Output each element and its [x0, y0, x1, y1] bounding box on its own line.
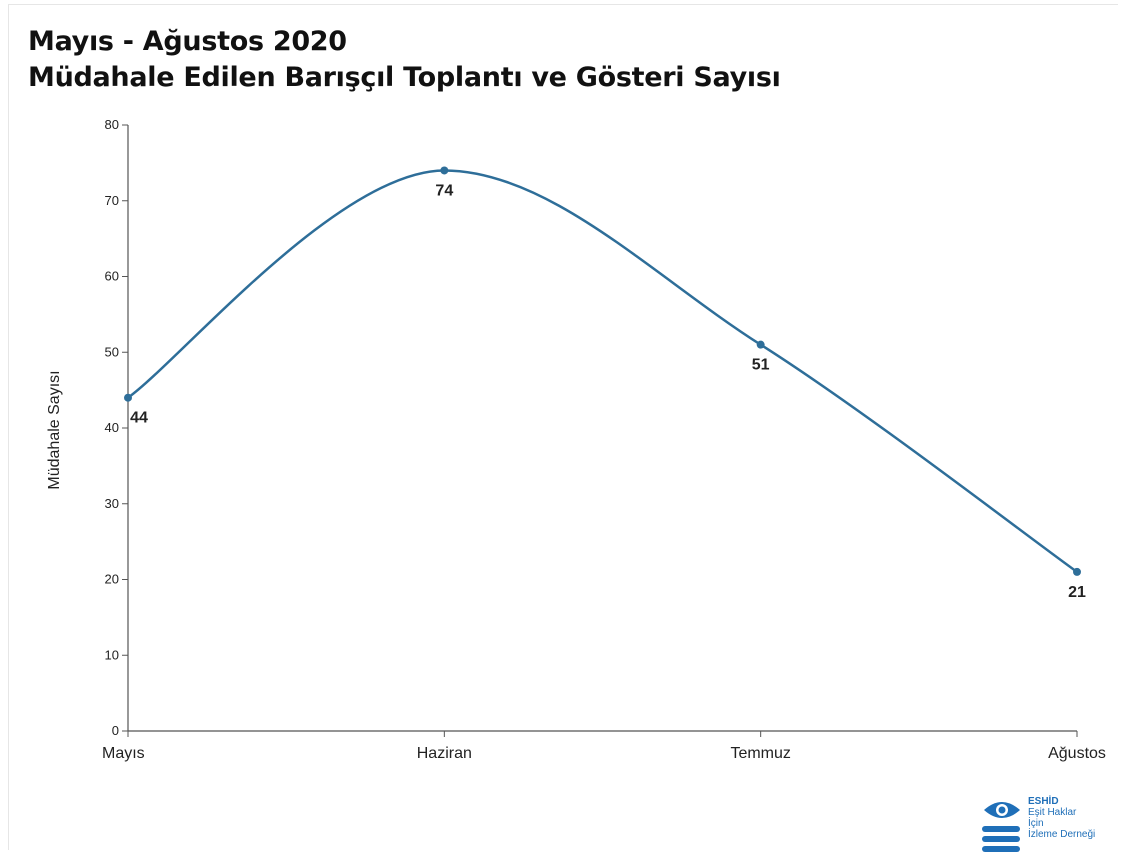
- y-tick-label: 80: [105, 117, 119, 132]
- y-tick-label: 60: [105, 269, 119, 284]
- logo-brand: ESHİD: [1028, 796, 1059, 807]
- data-label: 44: [130, 410, 148, 427]
- chart-frame: [8, 4, 1118, 850]
- y-axis-title: Müdahale Sayısı: [46, 370, 63, 489]
- y-tick-label: 10: [105, 647, 119, 662]
- x-tick-label: Haziran: [417, 745, 472, 762]
- series-line: [127, 169, 1078, 573]
- y-tick-label: 50: [105, 344, 119, 359]
- chart-subtitle: Müdahale Edilen Barışçıl Toplantı ve Gös…: [28, 62, 781, 93]
- x-tick-label: Ağustos: [1048, 745, 1106, 762]
- y-tick-label: 30: [105, 496, 119, 511]
- logo-text: ESHİD Eşit Haklar İçin İzleme Derneği: [1028, 796, 1095, 840]
- chart-titles: Mayıs - Ağustos 2020 Müdahale Edilen Bar…: [28, 24, 781, 96]
- x-axis: Mayıs Haziran Temmuz Ağustos: [102, 730, 1106, 762]
- y-tick-label: 0: [112, 723, 119, 738]
- data-label: 74: [435, 182, 453, 199]
- data-point: [756, 340, 765, 349]
- logo-line-2: İçin: [1028, 818, 1044, 829]
- y-tick-label: 20: [105, 572, 119, 587]
- chart-title: Mayıs - Ağustos 2020: [28, 26, 347, 57]
- logo-line-3: İzleme Derneği: [1028, 829, 1096, 840]
- y-tick-label: 70: [105, 193, 119, 208]
- eye-icon: [982, 802, 1020, 852]
- y-axis: 0 10 20 30 40 50 60 70 80: [105, 117, 129, 738]
- eshid-logo: ESHİD Eşit Haklar İçin İzleme Derneği: [978, 796, 1118, 852]
- data-label: 51: [752, 357, 770, 374]
- data-point: [1073, 567, 1081, 576]
- data-point: [440, 166, 449, 175]
- data-point: [124, 393, 132, 402]
- series-layer: 44 74 51 21: [124, 166, 1086, 601]
- y-tick-label: 40: [105, 420, 119, 435]
- x-tick-label: Mayıs: [102, 745, 145, 762]
- data-label: 21: [1068, 584, 1086, 601]
- x-tick-label: Temmuz: [730, 745, 790, 762]
- logo-line-1: Eşit Haklar: [1028, 807, 1077, 818]
